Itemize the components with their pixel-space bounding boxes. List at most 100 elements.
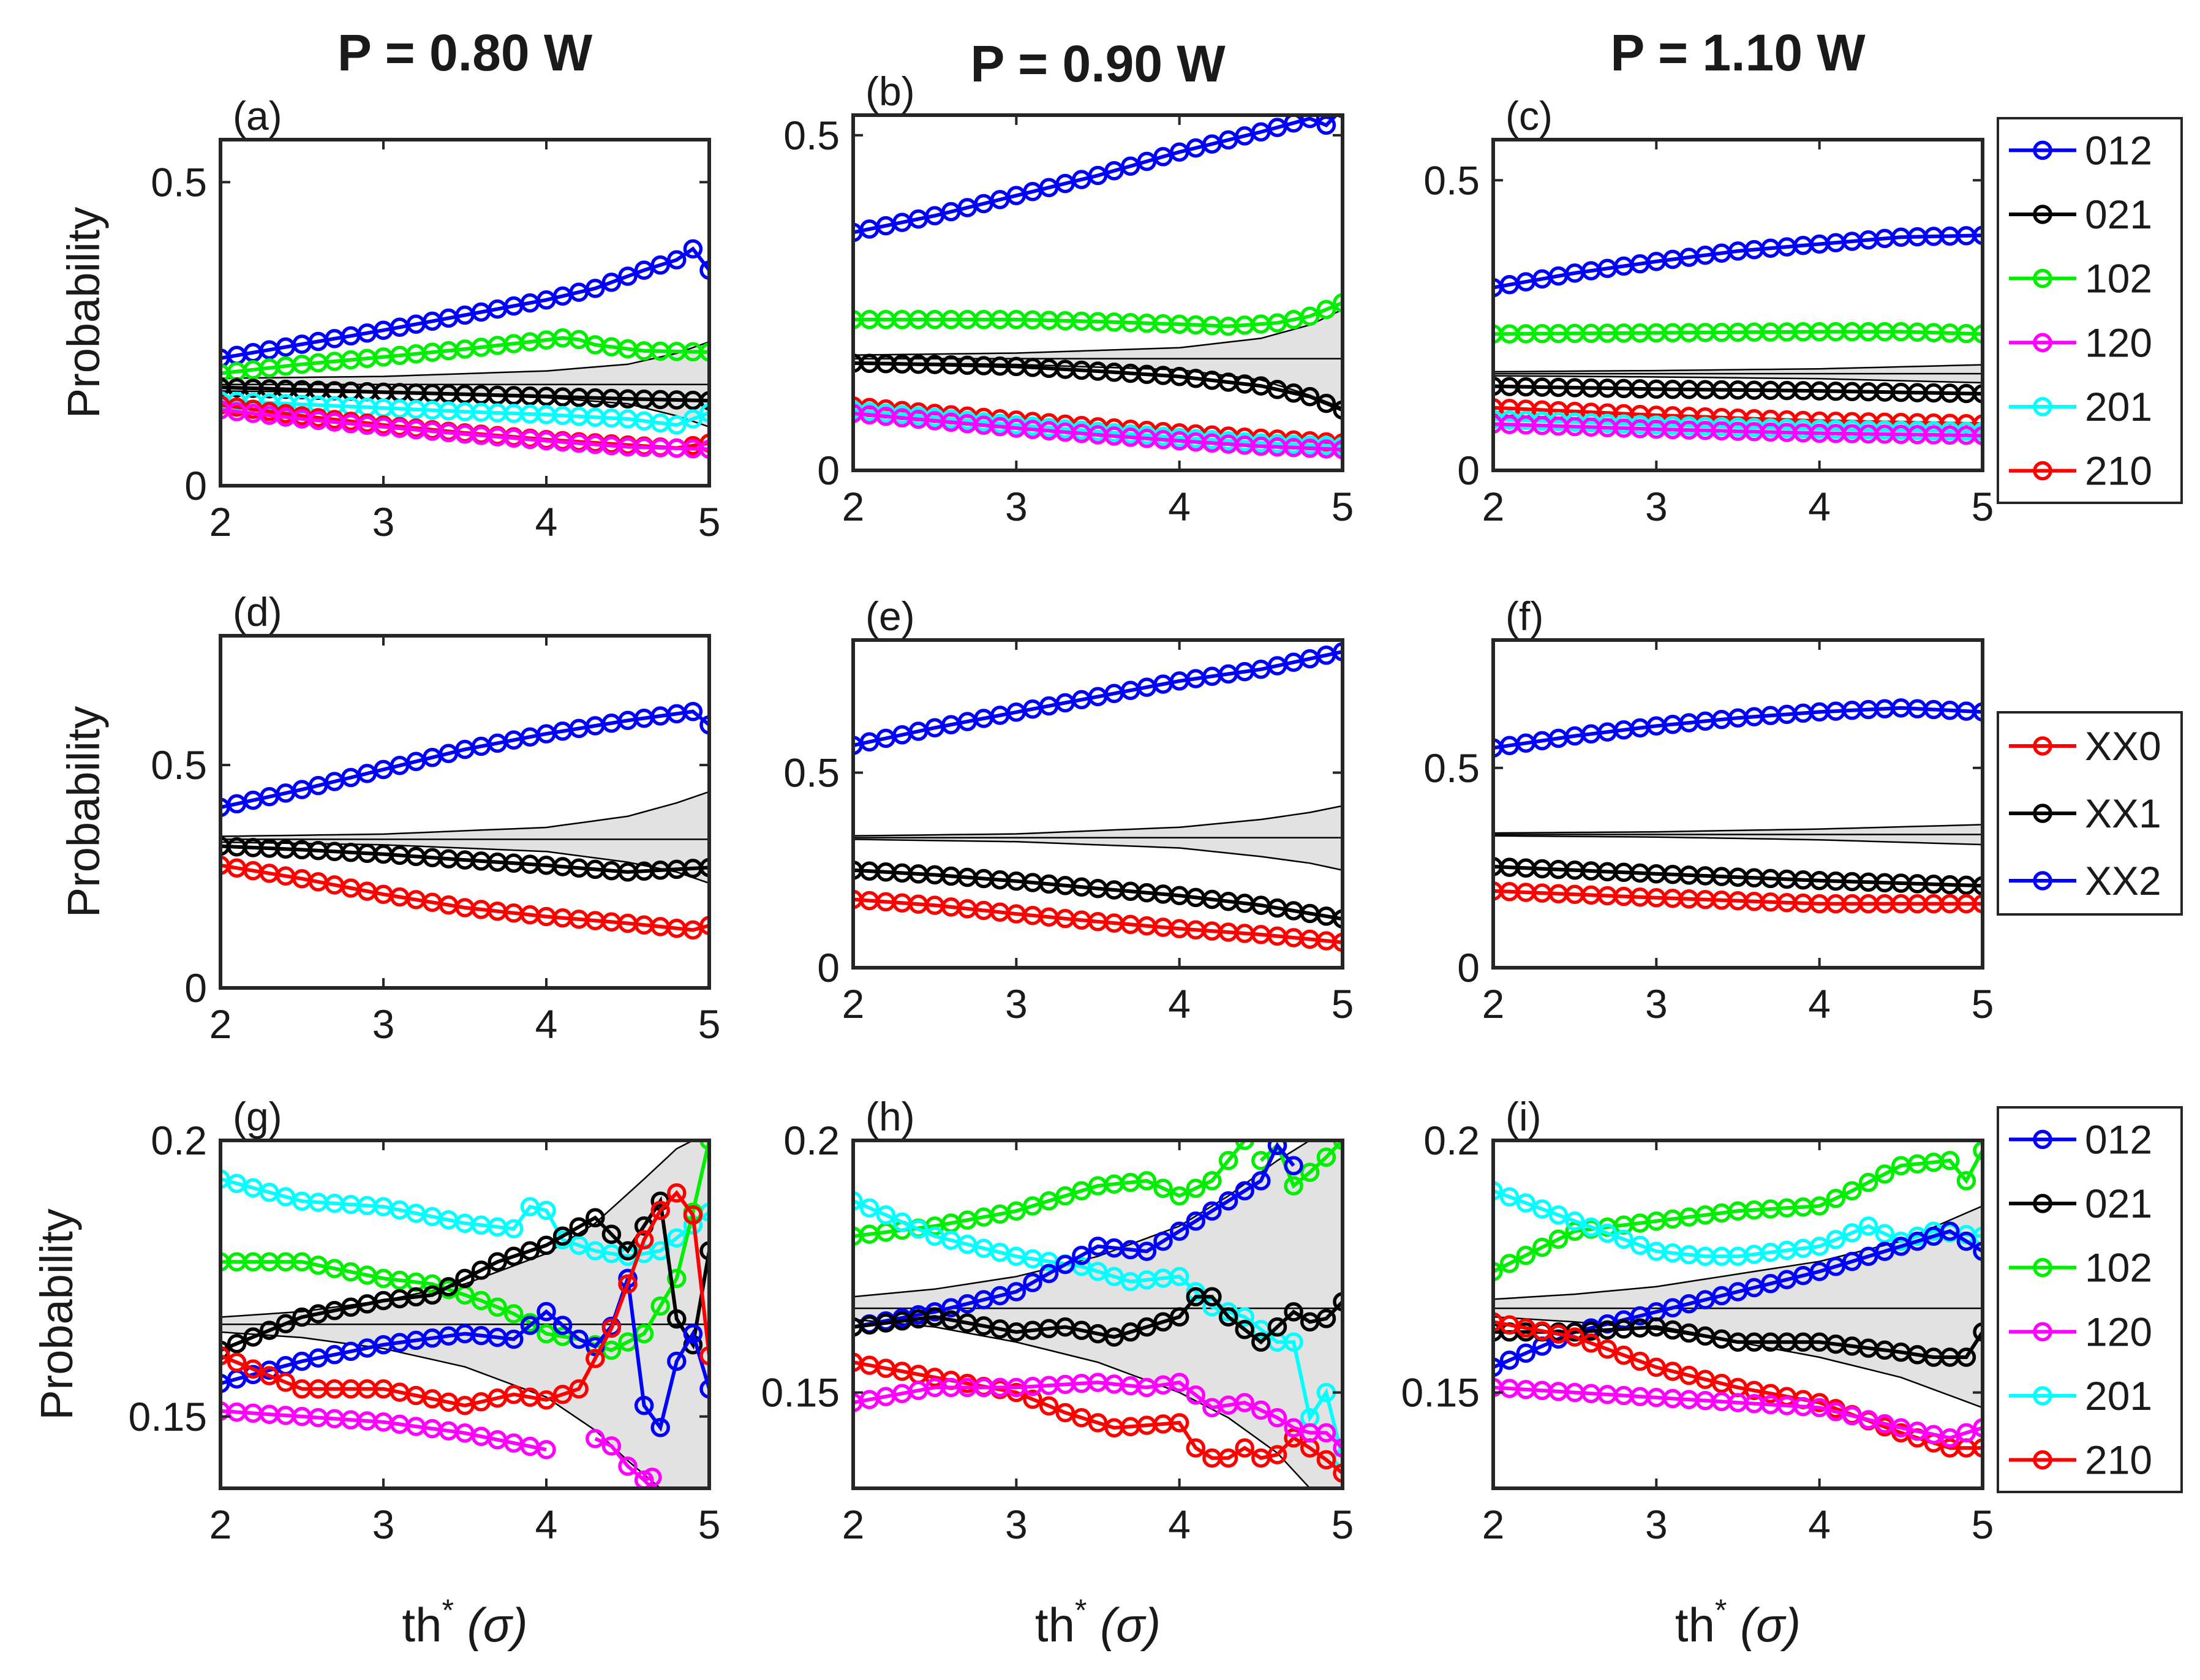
- series-line-201: [220, 1177, 709, 1259]
- marker-012: [650, 1418, 670, 1437]
- x-tick-label: 2: [209, 1502, 232, 1547]
- series-XX2: [220, 701, 709, 817]
- series-012: [1493, 1221, 1983, 1377]
- y-tick-label: 0: [1457, 945, 1480, 990]
- y-tick-label: 0: [184, 965, 207, 1011]
- marker-102: [569, 330, 589, 350]
- legend-row1: 012 021 102 120 201 210: [1997, 117, 2183, 504]
- legend-entry-XX1: XX1: [2009, 791, 2161, 836]
- marker-201: [1858, 1216, 1878, 1236]
- band-upper-edge: [220, 1140, 709, 1318]
- panel-i: 2 3 4 5 0.15 0.2 (i) th* (σ): [1401, 1094, 1994, 1652]
- marker-102: [1072, 1181, 1091, 1201]
- marker-201: [1875, 1224, 1894, 1244]
- marker-210: [276, 1373, 296, 1392]
- band-upper-edge: [1493, 824, 1983, 834]
- marker-021: [1235, 1319, 1254, 1339]
- marker-201: [853, 1191, 863, 1211]
- band-upper-edge: [853, 805, 1343, 837]
- band-lower-edge: [1493, 375, 1983, 384]
- legend-entry-210: 210: [2009, 448, 2152, 494]
- x-tick-label: 3: [1645, 981, 1668, 1026]
- legend-box: [1997, 117, 2183, 504]
- axes-box: [219, 634, 711, 990]
- y-axis-label: Probability: [58, 207, 109, 419]
- marker-201: [667, 1228, 687, 1248]
- marker-021: [552, 1226, 573, 1246]
- marker-210: [220, 1346, 230, 1366]
- marker-012: [1891, 1237, 1911, 1256]
- marker-012: [1267, 1140, 1287, 1155]
- marker-201: [1169, 1267, 1189, 1287]
- panel-label: (a): [233, 93, 282, 138]
- marker-021: [1973, 1322, 1983, 1342]
- marker-201: [1499, 1187, 1520, 1207]
- band-lower-edge: [853, 838, 1343, 872]
- x-tick-label: 5: [1972, 484, 1994, 529]
- marker-201: [1516, 1193, 1536, 1213]
- marker-021: [586, 1208, 605, 1227]
- x-tick-label: 3: [1005, 1502, 1028, 1547]
- marker-012: [1137, 1241, 1157, 1261]
- marker-021: [227, 1334, 247, 1354]
- marker-012: [634, 1396, 654, 1415]
- legend-entry-120: 120: [2009, 320, 2152, 365]
- marker-210: [1565, 1327, 1584, 1347]
- y-tick-label: 0.5: [1423, 745, 1480, 791]
- series-XX1: [1493, 857, 1983, 896]
- marker-012: [520, 1316, 540, 1335]
- marker-210: [537, 1390, 556, 1410]
- column-title-1: P = 0.80 W: [337, 24, 593, 81]
- axes-box: [851, 638, 1344, 970]
- x-tick-label: 4: [535, 1001, 558, 1047]
- axes-box: [1491, 638, 1984, 970]
- marker-201: [569, 1235, 589, 1256]
- legend-label: 120: [2085, 320, 2152, 365]
- marker-102: [1300, 306, 1320, 326]
- marker-102: [1516, 1245, 1536, 1265]
- marker-210: [667, 1183, 687, 1203]
- series-line-XX2: [1493, 706, 1983, 750]
- marker-102: [1137, 1171, 1157, 1191]
- marker-021: [618, 1241, 638, 1261]
- marker-201: [683, 409, 703, 429]
- y-tick-label: 0: [817, 448, 840, 493]
- series-line-XX0: [1493, 889, 1983, 906]
- marker-012: [1186, 1211, 1206, 1231]
- marker-XX0: [1973, 894, 1983, 914]
- marker-102: [471, 1290, 491, 1311]
- series-120: [220, 400, 709, 459]
- marker-102: [1956, 1171, 1976, 1191]
- y-tick-label: 0.2: [783, 1118, 840, 1163]
- marker-120: [1316, 1423, 1336, 1443]
- legend-entry-XX0: XX0: [2009, 723, 2161, 769]
- legend-marker: [2033, 1450, 2052, 1470]
- plot-content: [1493, 1140, 1983, 1458]
- band-lower-edge: [220, 841, 709, 884]
- marker-210: [699, 433, 709, 453]
- marker-120: [618, 1456, 638, 1476]
- panel-label: (f): [1505, 593, 1543, 639]
- x-tick-label: 4: [1808, 1502, 1831, 1547]
- marker-XX1: [699, 857, 709, 878]
- marker-012: [1169, 1221, 1189, 1241]
- marker-012: [504, 1329, 524, 1349]
- marker-210: [1630, 1351, 1650, 1371]
- band-upper-edge: [220, 791, 709, 837]
- marker-210: [1333, 1463, 1343, 1483]
- marker-120: [1973, 426, 1983, 445]
- x-tick-label: 5: [698, 1502, 721, 1547]
- legend-marker: [2033, 1129, 2052, 1150]
- marker-120: [699, 439, 709, 459]
- marker-012: [1202, 1201, 1222, 1221]
- marker-102: [650, 1296, 670, 1316]
- legend-entry-012: 012: [2009, 127, 2152, 173]
- series-XX2: [1493, 698, 1983, 758]
- y-tick-label: 0: [1457, 448, 1480, 493]
- marker-012: [1858, 1246, 1878, 1267]
- series-021: [1493, 376, 1983, 404]
- legend-marker: [2033, 804, 2052, 823]
- marker-012: [1907, 1231, 1927, 1251]
- marker-201: [1532, 1199, 1552, 1219]
